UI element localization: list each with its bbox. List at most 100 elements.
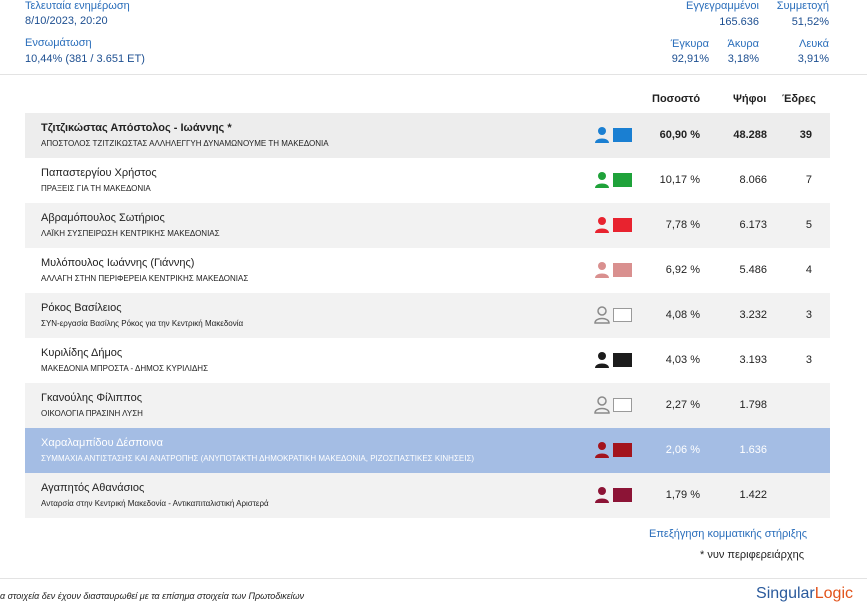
party-color-indicator xyxy=(593,306,633,324)
candidate-name[interactable]: Αβραμόπουλος Σωτήριος xyxy=(41,212,165,224)
candidate-row[interactable]: Ρόκος Βασίλειος ΣΥΝ-εργασία Βασίλης Ρόκος… xyxy=(25,293,830,338)
party-color-indicator xyxy=(593,441,633,459)
vote-count: 5.486 xyxy=(739,264,767,276)
seat-count: 3 xyxy=(805,309,812,321)
blank-value: 3,91% xyxy=(797,53,829,65)
seat-count: 3 xyxy=(805,354,812,366)
footer: α στοιχεία δεν έχουν διασταυρωθεί με τα … xyxy=(0,578,867,605)
disclaimer-text: α στοιχεία δεν έχουν διασταυρωθεί με τα … xyxy=(0,591,305,601)
party-color-swatch xyxy=(613,443,632,457)
candidate-row[interactable]: Τζιτζικώστας Απόστολος - Ιωάννης * ΑΠΟΣΤΟ… xyxy=(25,113,830,158)
candidate-name[interactable]: Τζιτζικώστας Απόστολος - Ιωάννης * xyxy=(41,122,232,134)
party-color-swatch xyxy=(613,128,632,142)
party-color-indicator xyxy=(593,126,633,144)
candidate-row[interactable]: Κυριλίδης Δήμος ΜΑΚΕΔΟΝΙΑ ΜΠΡΟΣΤΑ - ΔΗΜΟΣ… xyxy=(25,338,830,383)
party-color-swatch xyxy=(613,173,632,187)
person-outline-icon xyxy=(594,306,610,324)
party-color-swatch xyxy=(613,263,632,277)
party-name: ΣΥΜΜΑΧΙΑ ΑΝΤΙΣΤΑΣΗΣ ΚΑΙ ΑΝΑΤΡΟΠΗΣ (ΑΝΥΠΟ… xyxy=(41,454,475,463)
valid-value: 92,91% xyxy=(671,53,709,65)
person-icon xyxy=(595,217,609,233)
last-update-label: Τελευταία ενημέρωση xyxy=(25,0,130,12)
invalid-label: Άκυρα xyxy=(727,38,759,50)
vote-count: 1.422 xyxy=(739,489,767,501)
candidate-row[interactable]: Αγαπητός Αθανάσιος Ανταρσία στην Κεντρική… xyxy=(25,473,830,518)
person-icon xyxy=(595,442,609,458)
party-name: Ανταρσία στην Κεντρική Μακεδονία - Αντικ… xyxy=(41,499,269,508)
vote-percent: 4,03 % xyxy=(665,354,700,366)
candidate-name[interactable]: Κυριλίδης Δήμος xyxy=(41,347,123,359)
party-color-swatch xyxy=(613,398,632,412)
vote-count: 8.066 xyxy=(739,174,767,186)
party-name: ΑΠΟΣΤΟΛΟΣ ΤΖΙΤΖΙΚΩΣΤΑΣ ΑΛΛΗΛΕΓΓΥΗ ΔΥΝΑΜΩ… xyxy=(41,139,329,148)
vote-count: 6.173 xyxy=(739,219,767,231)
party-name: ΟΙΚΟΛΟΓΙΑ ΠΡΑΣΙΝΗ ΛΥΣΗ xyxy=(41,409,143,418)
vote-percent: 2,06 % xyxy=(665,444,700,456)
candidate-row[interactable]: Παπαστεργίου Χρήστος ΠΡΑΞΕΙΣ ΓΙΑ ΤΗ ΜΑΚΕΔ… xyxy=(25,158,830,203)
person-icon xyxy=(595,352,609,368)
seat-count: 39 xyxy=(799,129,812,141)
blank-label: Λευκά xyxy=(799,38,829,50)
registered-label: Εγγεγραμμένοι xyxy=(686,0,759,12)
vote-count: 1.798 xyxy=(739,399,767,411)
party-color-swatch xyxy=(613,308,632,322)
vote-percent: 1,79 % xyxy=(665,489,700,501)
person-icon xyxy=(595,487,609,503)
party-color-swatch xyxy=(613,218,632,232)
party-color-indicator xyxy=(593,486,633,504)
logo-part-singular: Singular xyxy=(756,585,815,602)
vote-percent: 2,27 % xyxy=(665,399,700,411)
candidate-name[interactable]: Γκανούλης Φίλιππος xyxy=(41,392,142,404)
party-support-explanation-link[interactable]: Επεξήγηση κομματικής στήριξης xyxy=(649,528,808,540)
party-color-indicator xyxy=(593,351,633,369)
column-header-percent[interactable]: Ποσοστό xyxy=(652,93,701,105)
candidate-name[interactable]: Παπαστεργίου Χρήστος xyxy=(41,167,157,179)
vote-count: 1.636 xyxy=(739,444,767,456)
turnout-label: Συμμετοχή xyxy=(776,0,829,12)
seat-count: 7 xyxy=(805,174,812,186)
vote-percent: 60,90 % xyxy=(659,129,700,141)
candidate-name[interactable]: Χαραλαμπίδου Δέσποινα xyxy=(41,437,163,449)
vote-count: 3.193 xyxy=(739,354,767,366)
column-header-seats[interactable]: Έδρες xyxy=(782,93,816,105)
person-icon xyxy=(595,262,609,278)
integration-label: Ενσωμάτωση xyxy=(25,37,92,49)
vote-count: 48.288 xyxy=(733,129,767,141)
candidate-row[interactable]: Μυλόπουλος Ιωάννης (Γιάννης) ΑΛΛΑΓΗ ΣΤΗΝ … xyxy=(25,248,830,293)
party-color-indicator xyxy=(593,216,633,234)
party-name: ΠΡΑΞΕΙΣ ΓΙΑ ΤΗ ΜΑΚΕΔΟΝΙΑ xyxy=(41,184,151,193)
valid-label: Έγκυρα xyxy=(670,38,709,50)
party-name: ΛΑΪΚΗ ΣΥΣΠΕΙΡΩΣΗ ΚΕΝΤΡΙΚΗΣ ΜΑΚΕΔΟΝΙΑΣ xyxy=(41,229,220,238)
party-color-swatch xyxy=(613,488,632,502)
person-outline-icon xyxy=(594,396,610,414)
vote-percent: 4,08 % xyxy=(665,309,700,321)
incumbent-note: * νυν περιφερειάρχης xyxy=(700,549,805,561)
candidate-name[interactable]: Αγαπητός Αθανάσιος xyxy=(41,482,145,494)
candidate-row[interactable]: Αβραμόπουλος Σωτήριος ΛΑΪΚΗ ΣΥΣΠΕΙΡΩΣΗ ΚΕ… xyxy=(25,203,830,248)
person-icon xyxy=(595,172,609,188)
candidate-row[interactable]: Χαραλαμπίδου Δέσποινα ΣΥΜΜΑΧΙΑ ΑΝΤΙΣΤΑΣΗΣ… xyxy=(25,428,830,473)
party-name: ΑΛΛΑΓΗ ΣΤΗΝ ΠΕΡΙΦΕΡΕΙΑ ΚΕΝΤΡΙΚΗΣ ΜΑΚΕΔΟΝ… xyxy=(41,274,249,283)
party-color-indicator xyxy=(593,261,633,279)
seat-count: 5 xyxy=(805,219,812,231)
column-header-votes[interactable]: Ψήφοι xyxy=(733,93,767,105)
logo-part-logic: Logic xyxy=(814,585,853,602)
vote-percent: 6,92 % xyxy=(665,264,700,276)
party-name: ΣΥΝ-εργασία Βασίλης Ρόκος για την Κεντρι… xyxy=(41,319,244,328)
candidate-name[interactable]: Ρόκος Βασίλειος xyxy=(41,302,122,314)
invalid-value: 3,18% xyxy=(727,53,759,65)
singular-logic-logo[interactable]: SingularLogic xyxy=(756,585,853,603)
turnout-value: 51,52% xyxy=(791,16,829,28)
vote-percent: 10,17 % xyxy=(659,174,700,186)
registered-value: 165.636 xyxy=(719,16,759,28)
candidate-name[interactable]: Μυλόπουλος Ιωάννης (Γιάννης) xyxy=(41,257,195,269)
party-color-indicator xyxy=(593,396,633,414)
party-color-indicator xyxy=(593,171,633,189)
results-header: Τελευταία ενημέρωση 8/10/2023, 20:20 Ενσ… xyxy=(0,0,867,75)
last-update-value: 8/10/2023, 20:20 xyxy=(25,15,108,27)
party-name: ΜΑΚΕΔΟΝΙΑ ΜΠΡΟΣΤΑ - ΔΗΜΟΣ ΚΥΡΙΛΙΔΗΣ xyxy=(41,364,209,373)
seat-count: 4 xyxy=(805,264,812,276)
integration-value: 10,44% (381 / 3.651 ΕΤ) xyxy=(25,53,145,65)
candidate-row[interactable]: Γκανούλης Φίλιππος ΟΙΚΟΛΟΓΙΑ ΠΡΑΣΙΝΗ ΛΥΣΗ… xyxy=(25,383,830,428)
vote-count: 3.232 xyxy=(739,309,767,321)
